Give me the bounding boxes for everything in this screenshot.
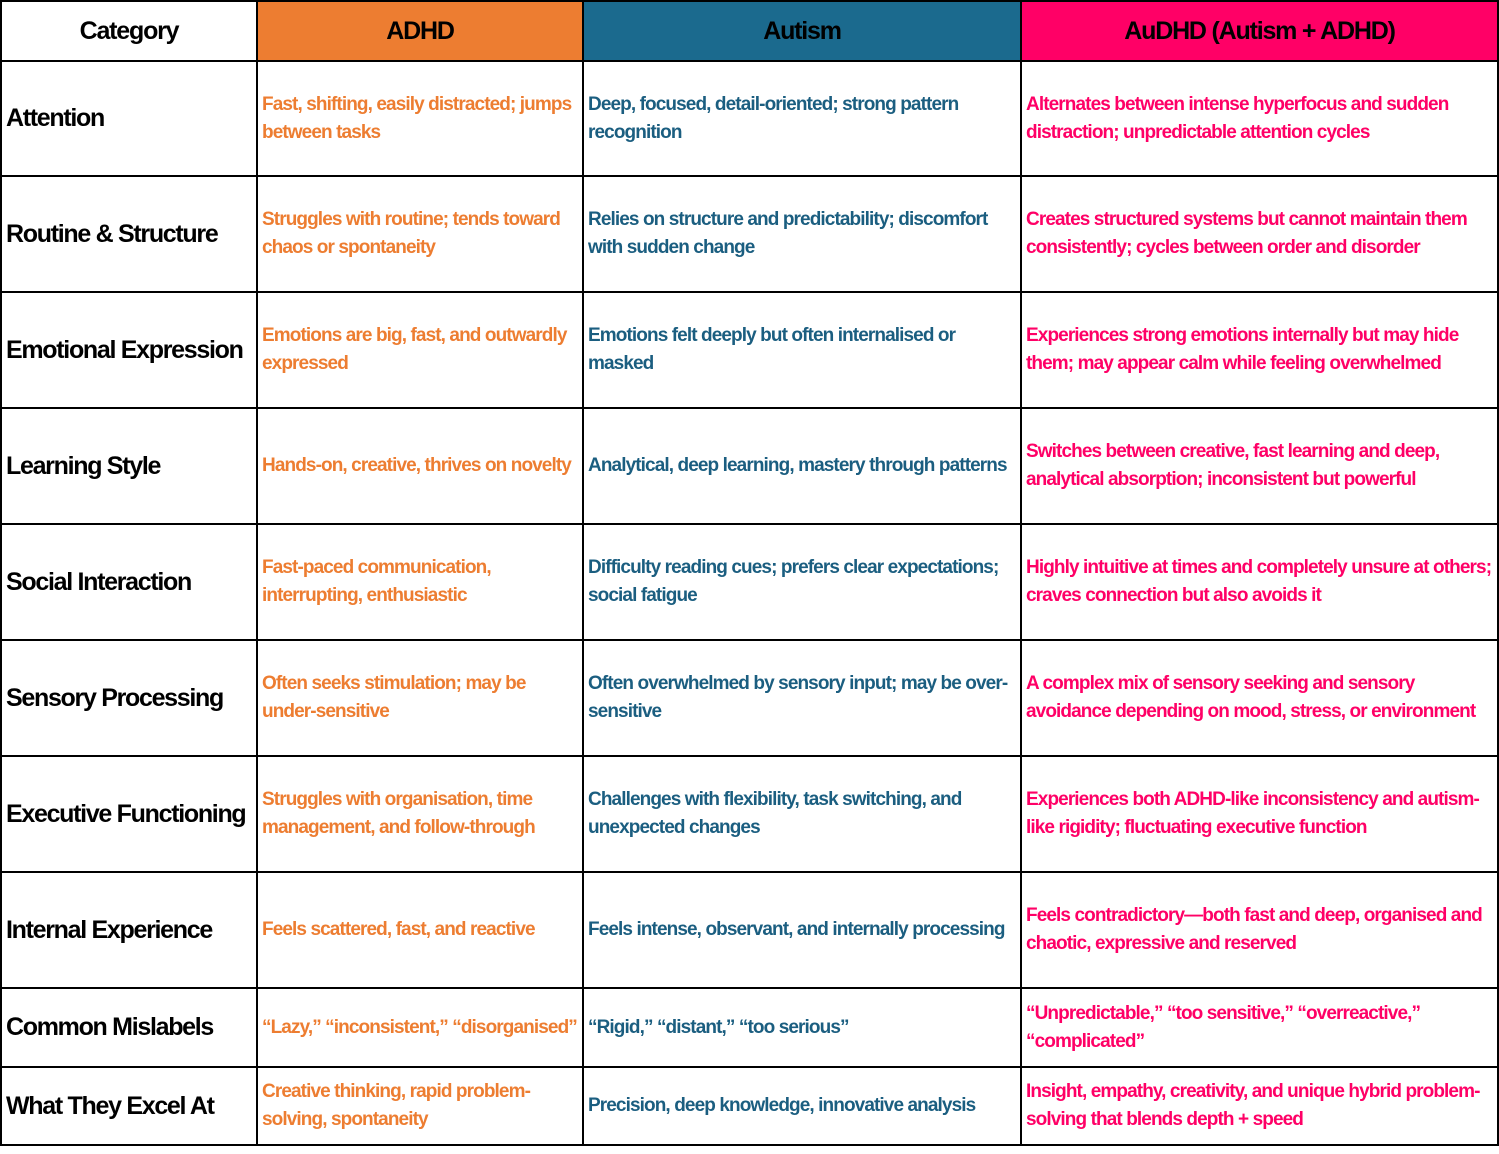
adhd-cell: Fast-paced communication, interrupting, … xyxy=(256,523,584,641)
category-cell: Executive Functioning xyxy=(0,755,258,873)
table-row: Sensory Processing Often seeks stimulati… xyxy=(0,639,1499,757)
autism-cell: Relies on structure and predictability; … xyxy=(582,175,1022,293)
audhd-cell: Alternates between intense hyperfocus an… xyxy=(1020,60,1499,177)
category-cell: Learning Style xyxy=(0,407,258,525)
autism-cell: Often overwhelmed by sensory input; may … xyxy=(582,639,1022,757)
header-autism: Autism xyxy=(582,0,1022,62)
category-cell: Social Interaction xyxy=(0,523,258,641)
audhd-cell: Switches between creative, fast learning… xyxy=(1020,407,1499,525)
table-row: Learning Style Hands-on, creative, thriv… xyxy=(0,407,1499,525)
category-cell: Sensory Processing xyxy=(0,639,258,757)
adhd-cell: Struggles with routine; tends toward cha… xyxy=(256,175,584,293)
table-row: Attention Fast, shifting, easily distrac… xyxy=(0,60,1499,177)
autism-cell: Emotions felt deeply but often internali… xyxy=(582,291,1022,409)
audhd-cell: Experiences strong emotions internally b… xyxy=(1020,291,1499,409)
header-adhd: ADHD xyxy=(256,0,584,62)
audhd-cell: Insight, empathy, creativity, and unique… xyxy=(1020,1066,1499,1146)
audhd-cell: Experiences both ADHD-like inconsistency… xyxy=(1020,755,1499,873)
audhd-cell: Creates structured systems but cannot ma… xyxy=(1020,175,1499,293)
adhd-cell: Struggles with organisation, time manage… xyxy=(256,755,584,873)
category-cell: Routine & Structure xyxy=(0,175,258,293)
autism-cell: Deep, focused, detail-oriented; strong p… xyxy=(582,60,1022,177)
category-cell: Internal Experience xyxy=(0,871,258,989)
header-category: Category xyxy=(0,0,258,62)
category-cell: Common Mislabels xyxy=(0,987,258,1068)
audhd-cell: Feels contradictory—both fast and deep, … xyxy=(1020,871,1499,989)
table-row: What They Excel At Creative thinking, ra… xyxy=(0,1066,1499,1146)
audhd-cell: A complex mix of sensory seeking and sen… xyxy=(1020,639,1499,757)
autism-cell: Analytical, deep learning, mastery throu… xyxy=(582,407,1022,525)
adhd-cell: Hands-on, creative, thrives on novelty xyxy=(256,407,584,525)
table-row: Routine & Structure Struggles with routi… xyxy=(0,175,1499,293)
table-row: Common Mislabels “Lazy,” “inconsistent,”… xyxy=(0,987,1499,1068)
table-row: Social Interaction Fast-paced communicat… xyxy=(0,523,1499,641)
header-audhd: AuDHD (Autism + ADHD) xyxy=(1020,0,1499,62)
table-row: Internal Experience Feels scattered, fas… xyxy=(0,871,1499,989)
table-row: Executive Functioning Struggles with org… xyxy=(0,755,1499,873)
adhd-cell: Often seeks stimulation; may be under-se… xyxy=(256,639,584,757)
category-cell: Attention xyxy=(0,60,258,177)
adhd-cell: Feels scattered, fast, and reactive xyxy=(256,871,584,989)
category-cell: Emotional Expression xyxy=(0,291,258,409)
category-cell: What They Excel At xyxy=(0,1066,258,1146)
adhd-cell: Fast, shifting, easily distracted; jumps… xyxy=(256,60,584,177)
adhd-cell: “Lazy,” “inconsistent,” “disorganised” xyxy=(256,987,584,1068)
autism-cell: “Rigid,” “distant,” “too serious” xyxy=(582,987,1022,1068)
audhd-cell: Highly intuitive at times and completely… xyxy=(1020,523,1499,641)
adhd-cell: Creative thinking, rapid problem-solving… xyxy=(256,1066,584,1146)
autism-cell: Challenges with flexibility, task switch… xyxy=(582,755,1022,873)
adhd-cell: Emotions are big, fast, and outwardly ex… xyxy=(256,291,584,409)
autism-cell: Difficulty reading cues; prefers clear e… xyxy=(582,523,1022,641)
autism-cell: Precision, deep knowledge, innovative an… xyxy=(582,1066,1022,1146)
header-row: Category ADHD Autism AuDHD (Autism + ADH… xyxy=(0,0,1499,62)
autism-cell: Feels intense, observant, and internally… xyxy=(582,871,1022,989)
table-row: Emotional Expression Emotions are big, f… xyxy=(0,291,1499,409)
audhd-cell: “Unpredictable,” “too sensitive,” “overr… xyxy=(1020,987,1499,1068)
